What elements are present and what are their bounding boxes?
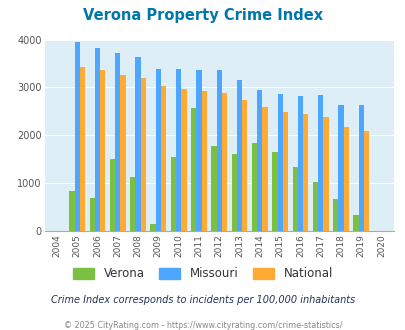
Bar xyxy=(358,105,363,231)
Bar xyxy=(120,75,126,231)
Bar xyxy=(363,130,369,231)
Bar xyxy=(216,70,221,231)
Bar xyxy=(95,48,100,231)
Bar xyxy=(271,152,277,231)
Bar xyxy=(262,107,267,231)
Bar xyxy=(109,159,115,231)
Bar xyxy=(79,67,85,231)
Bar xyxy=(156,69,160,231)
Bar xyxy=(135,57,140,231)
Bar xyxy=(191,108,196,231)
Bar xyxy=(100,70,105,231)
Bar xyxy=(292,167,297,231)
Bar xyxy=(237,80,241,231)
Text: Crime Index corresponds to incidents per 100,000 inhabitants: Crime Index corresponds to incidents per… xyxy=(51,295,354,305)
Bar xyxy=(231,154,236,231)
Bar xyxy=(257,90,262,231)
Bar xyxy=(181,89,186,231)
Bar xyxy=(115,53,120,231)
Bar xyxy=(150,224,156,231)
Bar xyxy=(332,199,338,231)
Bar xyxy=(322,117,328,231)
Bar xyxy=(211,146,216,231)
Bar xyxy=(352,215,358,231)
Bar xyxy=(196,70,201,231)
Legend: Verona, Missouri, National: Verona, Missouri, National xyxy=(71,265,334,283)
Bar xyxy=(318,95,323,231)
Bar xyxy=(130,178,135,231)
Bar xyxy=(69,191,75,231)
Bar xyxy=(277,94,282,231)
Bar xyxy=(241,100,247,231)
Bar xyxy=(297,96,302,231)
Bar xyxy=(201,91,206,231)
Bar xyxy=(75,42,79,231)
Bar xyxy=(140,78,146,231)
Bar xyxy=(160,86,166,231)
Bar xyxy=(89,198,95,231)
Text: © 2025 CityRating.com - https://www.cityrating.com/crime-statistics/: © 2025 CityRating.com - https://www.city… xyxy=(64,321,341,330)
Bar xyxy=(337,105,343,231)
Bar xyxy=(302,114,308,231)
Bar xyxy=(312,182,318,231)
Bar xyxy=(221,93,227,231)
Bar xyxy=(282,112,288,231)
Bar xyxy=(176,69,181,231)
Text: Verona Property Crime Index: Verona Property Crime Index xyxy=(83,8,322,23)
Bar xyxy=(251,143,257,231)
Bar xyxy=(343,127,348,231)
Bar xyxy=(171,157,176,231)
